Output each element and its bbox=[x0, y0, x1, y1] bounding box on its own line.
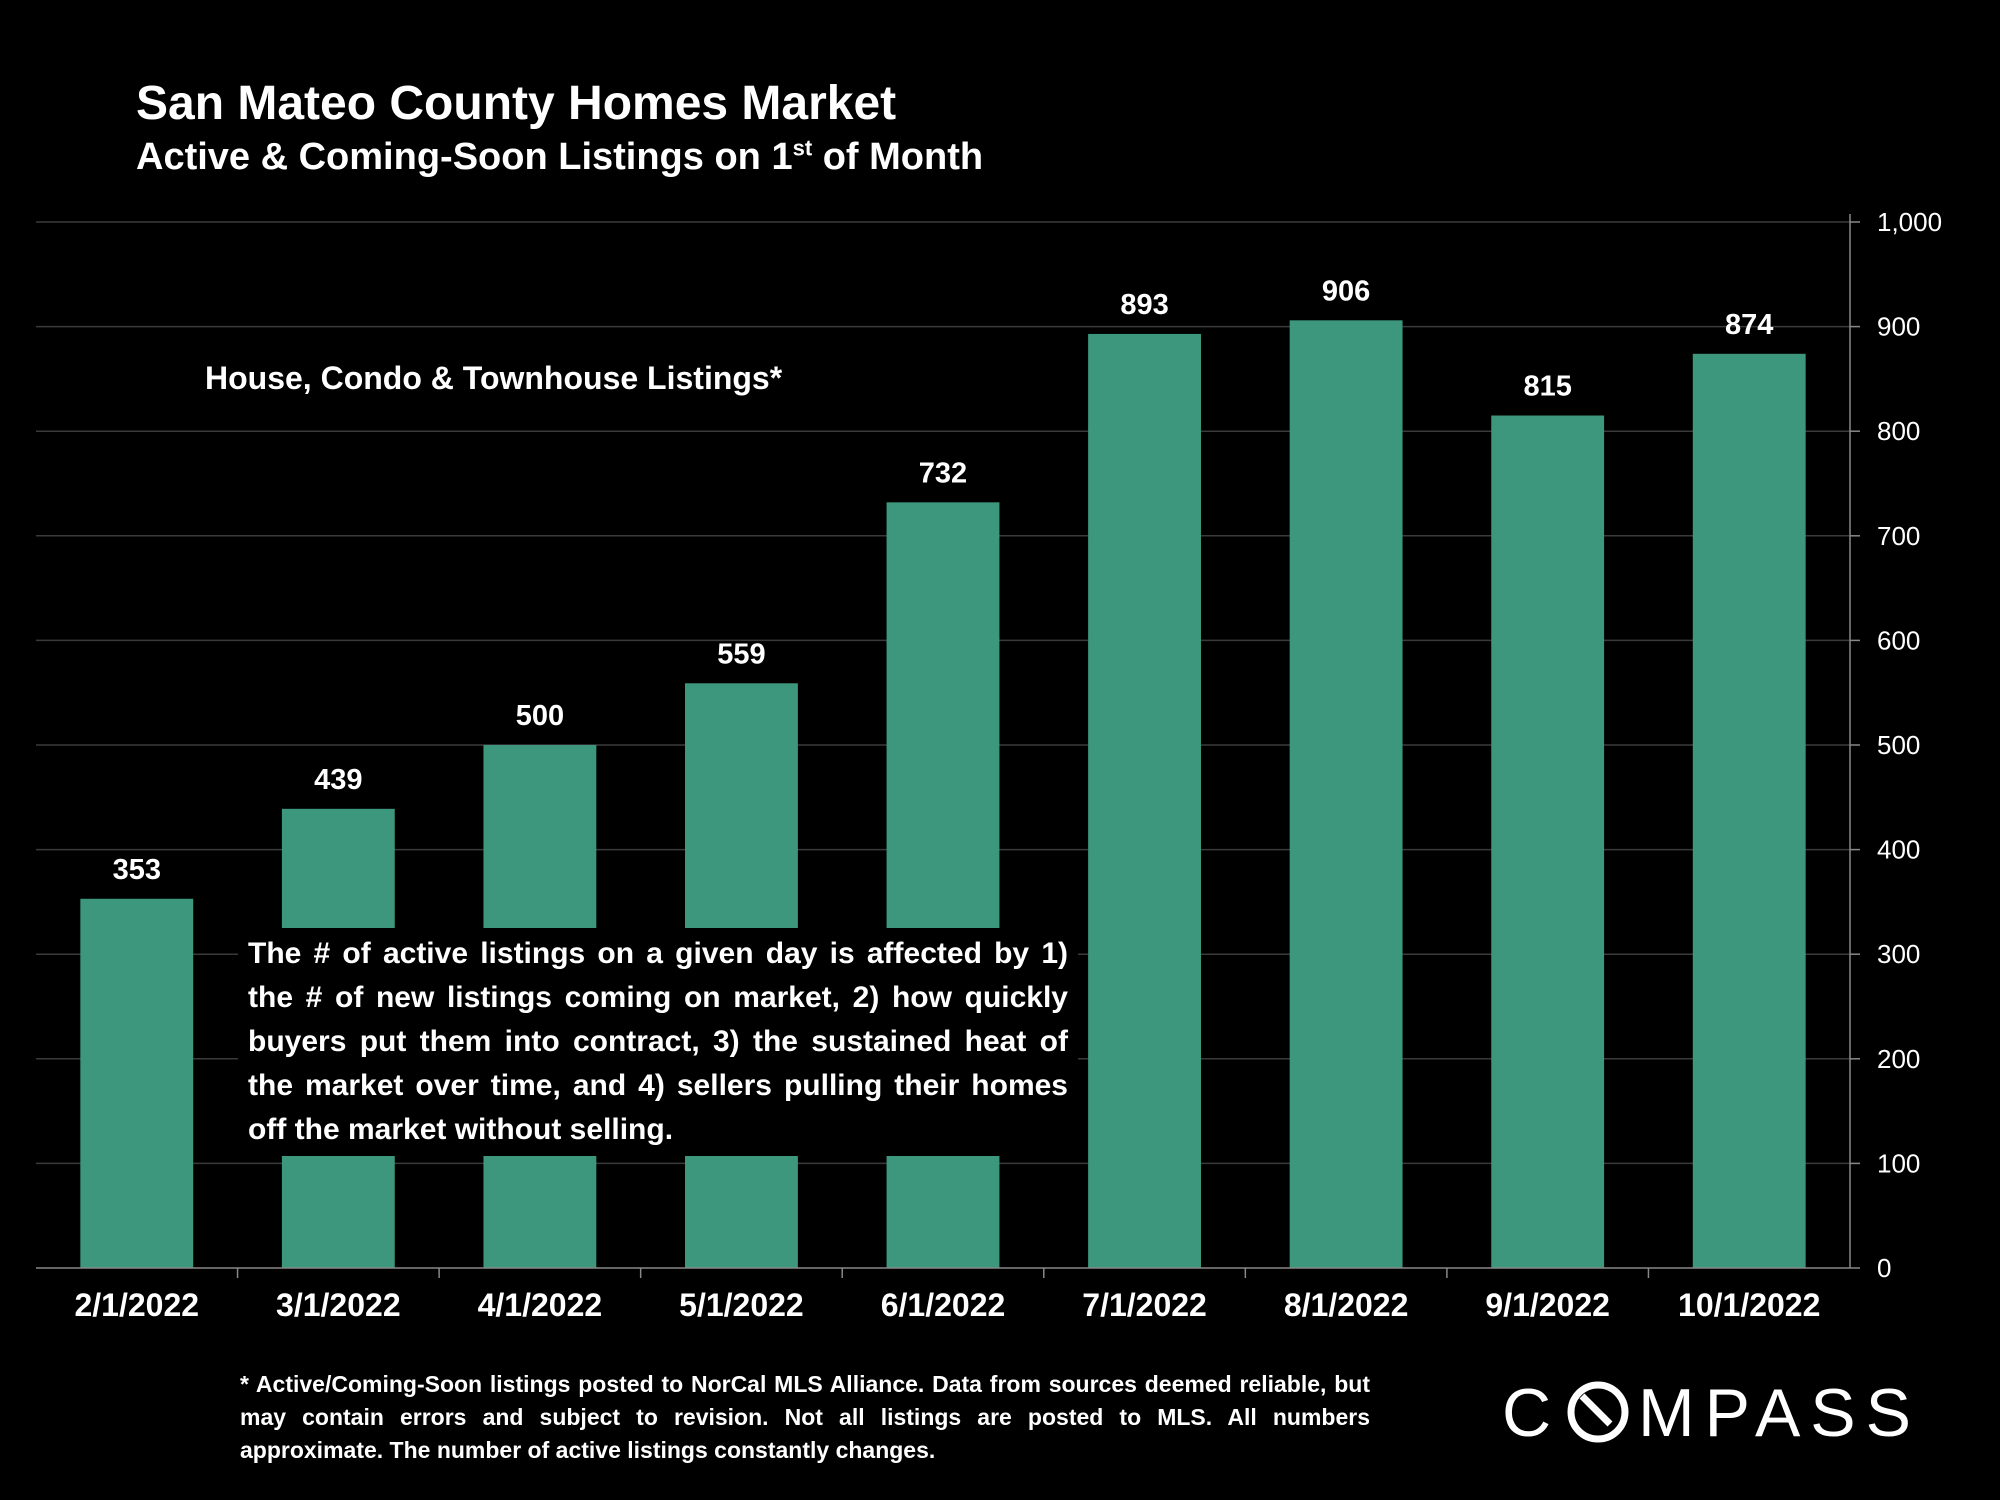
y-tick-label: 200 bbox=[1877, 1044, 1920, 1074]
data-labels: 353 439 500 559 732 893 906 815 874 bbox=[113, 275, 1774, 885]
y-tick-label: 900 bbox=[1877, 312, 1920, 342]
compass-logo: C MPASS bbox=[1502, 1375, 1920, 1450]
y-tick-label: 100 bbox=[1877, 1148, 1920, 1178]
x-tick-label: 2/1/2022 bbox=[74, 1287, 199, 1323]
y-tick-label: 400 bbox=[1877, 835, 1920, 865]
inset-label: House, Condo & Townhouse Listings* bbox=[205, 360, 783, 396]
bar bbox=[1088, 333, 1201, 1268]
subtitle-tail: of Month bbox=[812, 136, 984, 178]
y-tick-label: 500 bbox=[1877, 730, 1920, 760]
data-label: 874 bbox=[1725, 309, 1773, 341]
y-tick-label: 1,000 bbox=[1877, 207, 1942, 237]
data-label: 353 bbox=[113, 854, 161, 886]
x-tick-label: 8/1/2022 bbox=[1284, 1287, 1409, 1323]
y-tick-label: 600 bbox=[1877, 625, 1920, 655]
svg-text:MPASS: MPASS bbox=[1638, 1375, 1920, 1450]
data-label: 906 bbox=[1322, 275, 1370, 307]
x-tick-label: 5/1/2022 bbox=[679, 1287, 804, 1323]
compass-o-icon bbox=[1567, 1381, 1629, 1443]
axes: 0 100 200 300 400 500 600 700 800 900 1,000 2/1/202… bbox=[36, 207, 1942, 1323]
bar bbox=[1692, 353, 1806, 1268]
data-label: 500 bbox=[516, 700, 564, 732]
y-tick-label: 300 bbox=[1877, 939, 1920, 969]
data-label: 732 bbox=[919, 457, 967, 489]
x-tick-label: 9/1/2022 bbox=[1485, 1287, 1610, 1323]
bar bbox=[80, 898, 194, 1268]
y-tick-label: 700 bbox=[1877, 521, 1920, 551]
x-tick-label: 10/1/2022 bbox=[1678, 1287, 1820, 1323]
footnote: * Active/Coming-Soon listings posted to … bbox=[240, 1371, 1370, 1463]
svg-text:C: C bbox=[1502, 1375, 1561, 1450]
y-tick-label: 0 bbox=[1877, 1253, 1891, 1283]
bars bbox=[80, 320, 1806, 1269]
bar bbox=[1289, 320, 1403, 1269]
x-tick-label: 6/1/2022 bbox=[881, 1287, 1006, 1323]
data-label: 893 bbox=[1120, 289, 1168, 321]
bar-chart: 353 439 500 559 732 893 906 815 874 0 100 200 300 40… bbox=[36, 207, 1942, 1323]
bar bbox=[1491, 415, 1605, 1268]
x-tick-label: 3/1/2022 bbox=[276, 1287, 401, 1323]
chart-subtitle: Active & Coming-Soon Listings on 1st of … bbox=[136, 136, 983, 179]
chart-title: San Mateo County Homes Market bbox=[136, 77, 897, 130]
y-tick-label: 800 bbox=[1877, 416, 1920, 446]
data-label: 815 bbox=[1523, 371, 1571, 403]
data-label: 559 bbox=[717, 638, 765, 670]
x-tick-label: 4/1/2022 bbox=[478, 1287, 603, 1323]
x-tick-label: 7/1/2022 bbox=[1082, 1287, 1207, 1323]
data-label: 439 bbox=[314, 764, 362, 796]
subtitle-superscript: st bbox=[792, 135, 813, 161]
annotation-box: The # of active listings on a given day … bbox=[238, 928, 1078, 1156]
subtitle-main: Active & Coming-Soon Listings on 1 bbox=[136, 136, 793, 178]
